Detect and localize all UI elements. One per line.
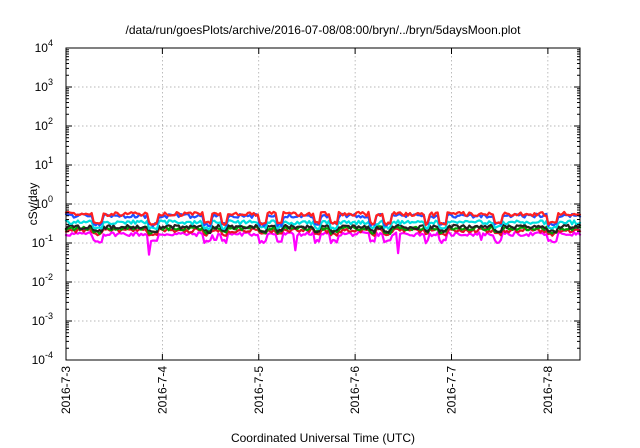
x-tick-label: 2016-7-3 bbox=[59, 366, 73, 414]
y-tick-label: 103 bbox=[35, 77, 53, 94]
x-tick-label: 2016-7-7 bbox=[445, 366, 459, 414]
data-series bbox=[64, 210, 582, 256]
x-tick-labels: 2016-7-3 2016-7-4 2016-7-5 2016-7-6 2016-7-7… bbox=[59, 366, 555, 414]
y-tick-label: 101 bbox=[35, 155, 53, 172]
x-axis-label: Coordinated Universal Time (UTC) bbox=[231, 431, 415, 445]
chart-title: /data/run/goesPlots/archive/2016-07-08/0… bbox=[126, 23, 522, 37]
y-tick-label: 10-1 bbox=[32, 233, 53, 250]
y-tick-label: 10-2 bbox=[32, 272, 53, 289]
y-tick-label: 104 bbox=[35, 38, 53, 55]
series-line bbox=[64, 219, 582, 231]
y-tick-label: 10-3 bbox=[32, 311, 53, 328]
y-tick-label: 100 bbox=[35, 194, 53, 211]
axis-ticks bbox=[65, 47, 580, 361]
series-line bbox=[64, 231, 582, 256]
x-tick-label: 2016-7-8 bbox=[541, 366, 555, 414]
y-axis-label: cSv/day bbox=[26, 183, 40, 226]
grid-lines bbox=[66, 48, 580, 360]
x-tick-label: 2016-7-5 bbox=[252, 366, 266, 414]
y-tick-labels: 10-4 10-3 10-2 10-1 100 101 102 103 104 bbox=[32, 38, 53, 367]
y-tick-label: 102 bbox=[35, 116, 53, 133]
x-tick-label: 2016-7-6 bbox=[348, 366, 362, 414]
x-tick-label: 2016-7-4 bbox=[155, 366, 169, 414]
y-tick-label: 10-4 bbox=[32, 350, 53, 367]
series-line bbox=[64, 210, 582, 227]
